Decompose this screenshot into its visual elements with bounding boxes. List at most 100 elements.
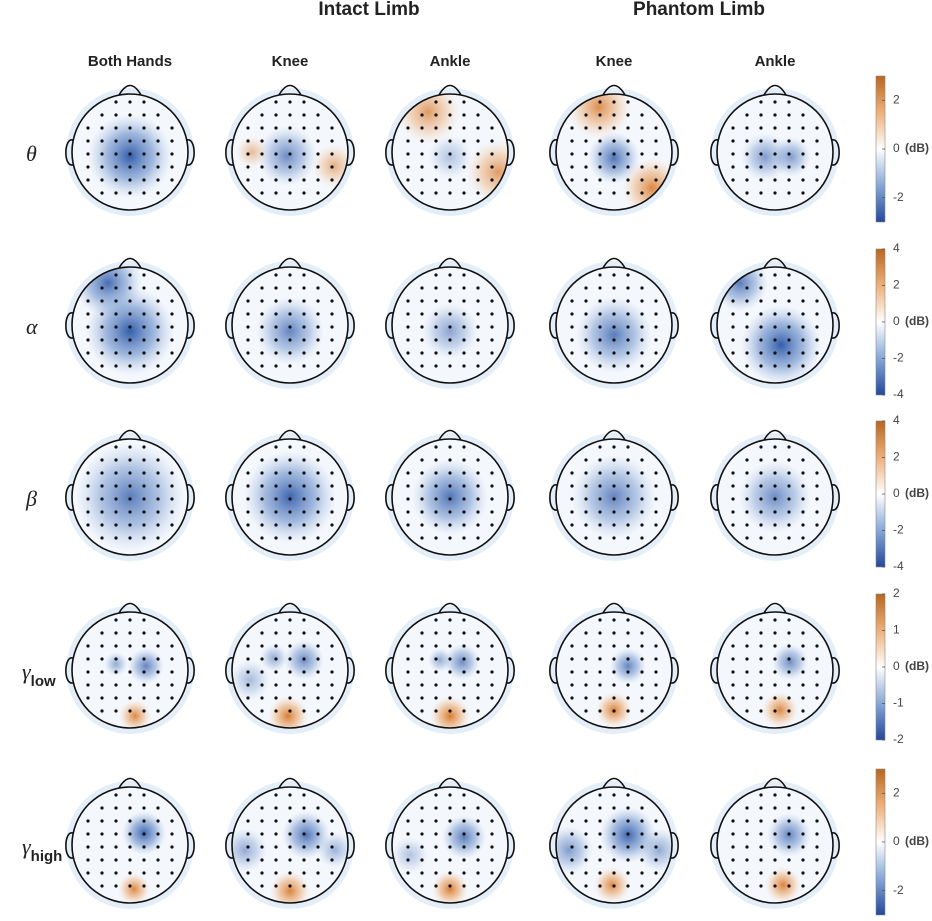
electrode (612, 312, 616, 316)
electrode (598, 793, 602, 797)
electrode (773, 657, 777, 661)
electrode (731, 497, 735, 501)
electrode (626, 858, 630, 862)
electrode (420, 471, 424, 475)
electrode (598, 806, 602, 810)
ear (385, 484, 394, 511)
electrode (142, 484, 146, 488)
electrode (654, 126, 658, 130)
electrode (86, 484, 90, 488)
electrode (773, 312, 777, 316)
electrode (731, 871, 735, 875)
electrode (598, 683, 602, 687)
electrode (745, 312, 749, 316)
electrode (156, 884, 160, 888)
electrode (260, 139, 264, 143)
electrode (815, 126, 819, 130)
electrode (288, 618, 292, 622)
electrode (420, 152, 424, 156)
electrode (434, 364, 438, 368)
electrode (612, 618, 616, 622)
electrode (612, 458, 616, 462)
topoplot (385, 602, 515, 734)
activation-blob (86, 287, 174, 375)
electrode (156, 364, 160, 368)
column-label: Ankle (430, 53, 471, 70)
electrode (462, 536, 466, 540)
activation-blob (118, 873, 150, 903)
electrode (100, 178, 104, 182)
electrode (316, 191, 320, 195)
electrode (448, 497, 452, 501)
electrode (260, 657, 264, 661)
electrode (114, 273, 118, 277)
electrode (156, 845, 160, 849)
electrode (476, 191, 480, 195)
electrode (462, 793, 466, 797)
electrode (260, 536, 264, 540)
electrode (759, 351, 763, 355)
electrode (759, 696, 763, 700)
electrode (640, 832, 644, 836)
electrode (100, 152, 104, 156)
electrode (114, 884, 118, 888)
electrode (815, 139, 819, 143)
electrode (612, 484, 616, 488)
electrode (570, 871, 574, 875)
colorbar-tick-label: -4 (893, 387, 904, 401)
electrode (288, 644, 292, 648)
electrode (759, 884, 763, 888)
electrode (170, 858, 174, 862)
electrode (815, 484, 819, 488)
electrode (406, 871, 410, 875)
electrode (584, 845, 588, 849)
electrode (156, 152, 160, 156)
electrode (654, 139, 658, 143)
electrode (773, 845, 777, 849)
electrode (640, 312, 644, 316)
electrode (288, 484, 292, 488)
electrode (86, 338, 90, 342)
electrode (773, 458, 777, 462)
activation-blob (442, 815, 486, 859)
activation-blob (772, 644, 808, 680)
electrode (801, 299, 805, 303)
electrode (612, 351, 616, 355)
electrode (100, 312, 104, 316)
row-symbol: γ (22, 659, 32, 684)
activation-blob (260, 644, 288, 672)
ear (831, 832, 840, 859)
electrode (462, 273, 466, 277)
electrode (128, 618, 132, 622)
electrode (246, 471, 250, 475)
electrode (260, 806, 264, 810)
ear (346, 484, 355, 511)
electrode (316, 536, 320, 540)
electrode (801, 325, 805, 329)
electrode (462, 458, 466, 462)
electrode (316, 139, 320, 143)
electrode (745, 871, 749, 875)
ear (186, 484, 195, 511)
electrode (288, 871, 292, 875)
colorbar-tick-label: -2 (893, 351, 904, 365)
electrode (745, 364, 749, 368)
electrode (773, 644, 777, 648)
electrode (406, 471, 410, 475)
electrode (316, 178, 320, 182)
electrode (420, 484, 424, 488)
electrode (787, 832, 791, 836)
electrode (476, 113, 480, 117)
electrode (128, 178, 132, 182)
electrode (246, 657, 250, 661)
row-symbol: γ (22, 834, 32, 859)
electrode (420, 845, 424, 849)
ear (549, 312, 558, 339)
electrode (128, 683, 132, 687)
activation (762, 644, 808, 728)
electrode (490, 351, 494, 355)
electrode (773, 126, 777, 130)
electrode (142, 670, 146, 674)
electrode (100, 644, 104, 648)
electrode (584, 832, 588, 836)
